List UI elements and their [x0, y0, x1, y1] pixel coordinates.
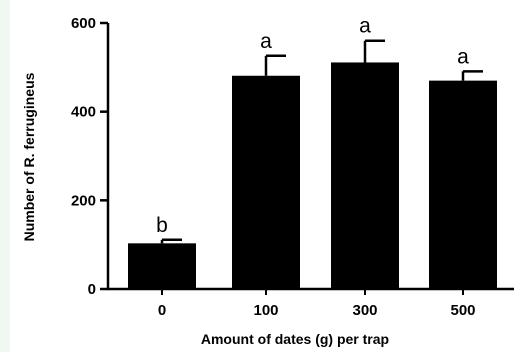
bar-100	[232, 75, 300, 289]
significance-label-300: a	[359, 15, 371, 38]
y-tick-label-600: 600	[71, 15, 96, 32]
y-tick-label-200: 200	[71, 192, 96, 209]
significance-label-100: a	[260, 30, 272, 53]
y-axis-title: Number of R. ferrugineus	[21, 72, 37, 241]
x-tick-label-500: 500	[450, 302, 475, 319]
bar-500	[429, 80, 497, 289]
y-tick-label-400: 400	[71, 104, 96, 121]
bar-300	[331, 62, 399, 289]
bar-0	[128, 243, 196, 289]
significance-label-0: b	[156, 214, 168, 237]
x-tick-label-300: 300	[352, 302, 377, 319]
x-tick-label-0: 0	[158, 302, 166, 319]
x-axis-title: Amount of dates (g) per trap	[201, 331, 389, 347]
y-tick-label-0: 0	[88, 281, 96, 298]
x-tick-label-100: 100	[253, 302, 278, 319]
significance-label-500: a	[457, 45, 469, 68]
